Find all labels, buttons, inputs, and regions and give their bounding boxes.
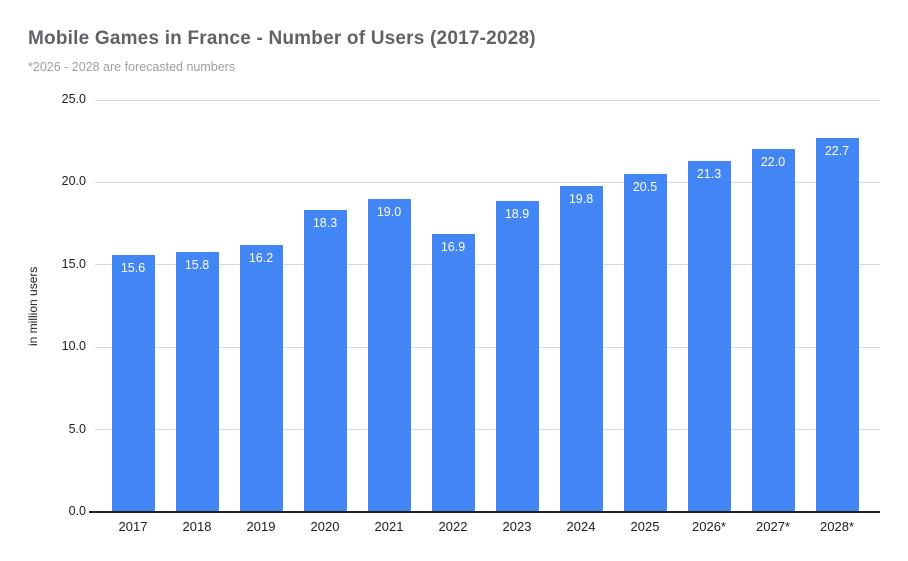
bar-2019: 16.2 bbox=[239, 245, 283, 512]
x-tick-labels: 2017 2018 2019 2020 2021 2022 2023 2024 2025 2026… bbox=[101, 519, 869, 537]
bar-2018: 15.8 bbox=[175, 251, 219, 512]
bar-value-label: 16.2 bbox=[248, 251, 274, 266]
x-axis-line bbox=[89, 511, 880, 513]
y-tick-label: 15.0 bbox=[61, 256, 86, 271]
x-tick-label-2017: 2017 bbox=[118, 519, 148, 534]
bar-value-label: 22.0 bbox=[760, 155, 786, 170]
x-tick-label-2025: 2025 bbox=[630, 519, 660, 534]
bar-slot: 15.6 bbox=[101, 100, 165, 512]
y-axis-title: in million users bbox=[26, 266, 40, 346]
bar-value-label: 19.0 bbox=[376, 204, 402, 219]
bar-slot: 22.7 bbox=[805, 100, 869, 512]
x-tick-label-2026*: 2026* bbox=[692, 519, 726, 534]
x-tick-label-2028*: 2028* bbox=[820, 519, 854, 534]
y-tick-label: 25.0 bbox=[61, 92, 86, 106]
bar-2024: 19.8 bbox=[559, 185, 603, 512]
bar-value-label: 16.9 bbox=[440, 239, 466, 254]
bar-slot: 19.0 bbox=[357, 100, 421, 512]
y-tick-label: 5.0 bbox=[68, 421, 86, 436]
bar-slot: 16.9 bbox=[421, 100, 485, 512]
gridline bbox=[95, 99, 880, 101]
x-tick-label-2027*: 2027* bbox=[756, 519, 790, 534]
bar-value-label: 22.7 bbox=[824, 143, 850, 158]
x-tick-label-2019: 2019 bbox=[246, 519, 276, 534]
bar-slot: 22.0 bbox=[741, 100, 805, 512]
bar-slot: 18.3 bbox=[293, 100, 357, 512]
bar-value-label: 15.6 bbox=[120, 260, 146, 275]
bar-slot: 16.2 bbox=[229, 100, 293, 512]
bar-slot: 15.8 bbox=[165, 100, 229, 512]
chart-subtitle: *2026 - 2028 are forecasted numbers bbox=[28, 60, 236, 74]
gridline bbox=[95, 264, 880, 266]
bar-value-label: 20.5 bbox=[632, 180, 658, 195]
y-tick-label: 0.0 bbox=[68, 504, 86, 518]
bar-value-label: 21.3 bbox=[696, 166, 722, 181]
bar-2026*: 21.3 bbox=[687, 160, 731, 512]
y-tick-label: 20.0 bbox=[61, 174, 86, 189]
x-tick-label-2020: 2020 bbox=[310, 519, 340, 534]
bar-slot: 19.8 bbox=[549, 100, 613, 512]
x-tick-label-2022: 2022 bbox=[438, 519, 468, 534]
chart-title: Mobile Games in France - Number of Users… bbox=[28, 28, 536, 49]
plot-area: 15.6 15.8 16.2 18.3 19.0 16.9 18.9 19.8 20.5 21.3… bbox=[89, 99, 880, 513]
x-tick-label-2021: 2021 bbox=[374, 519, 404, 534]
y-tick-label: 10.0 bbox=[61, 339, 86, 354]
bar-2027*: 22.0 bbox=[751, 149, 795, 512]
bar-2023: 18.9 bbox=[495, 200, 539, 512]
x-tick-label-2018: 2018 bbox=[182, 519, 212, 534]
x-tick-label-2024: 2024 bbox=[566, 519, 596, 534]
bar-2021: 19.0 bbox=[367, 198, 411, 512]
bar-slot: 21.3 bbox=[677, 100, 741, 512]
gridline bbox=[95, 346, 880, 348]
bar-2025: 20.5 bbox=[623, 174, 667, 512]
x-tick-label-2023: 2023 bbox=[502, 519, 532, 534]
bar-value-label: 18.3 bbox=[312, 216, 338, 231]
bar-2020: 18.3 bbox=[303, 210, 347, 512]
gridline bbox=[95, 181, 880, 183]
bar-2028*: 22.7 bbox=[815, 137, 859, 512]
bar-value-label: 19.8 bbox=[568, 191, 594, 206]
bar-value-label: 15.8 bbox=[184, 257, 210, 272]
bar-2017: 15.6 bbox=[111, 254, 155, 512]
bar-2022: 16.9 bbox=[431, 233, 475, 512]
bar-slot: 18.9 bbox=[485, 100, 549, 512]
bar-slot: 20.5 bbox=[613, 100, 677, 512]
gridline bbox=[95, 429, 880, 431]
bar-value-label: 18.9 bbox=[504, 206, 530, 221]
bars-container: 15.6 15.8 16.2 18.3 19.0 16.9 18.9 19.8 20.5 21.3… bbox=[101, 100, 869, 512]
